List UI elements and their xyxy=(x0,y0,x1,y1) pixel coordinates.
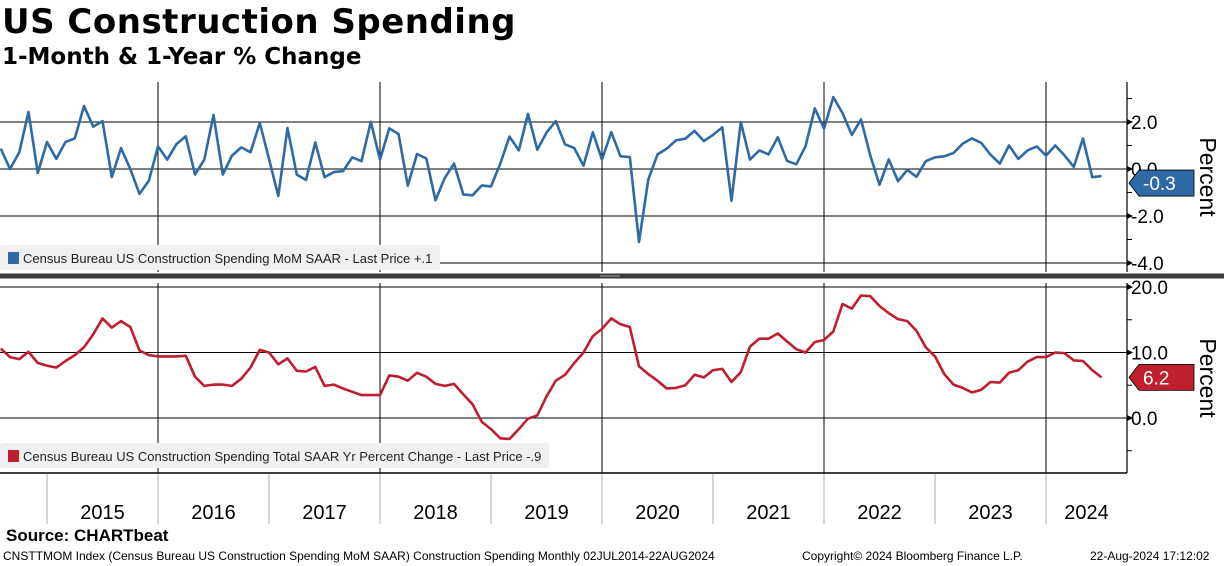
y-tick-label: 10.0 xyxy=(1131,344,1168,365)
y-tick-label: -4.0 xyxy=(1131,254,1164,275)
footer-description: CNSTTMOM Index (Census Bureau US Constru… xyxy=(3,549,715,563)
legend-mom: Census Bureau US Construction Spending M… xyxy=(0,245,441,270)
x-tick-label: 2020 xyxy=(635,502,680,524)
x-tick-label: 2019 xyxy=(524,502,569,524)
footer-copyright: Copyright© 2024 Bloomberg Finance L.P. xyxy=(802,549,1023,563)
chart-title: US Construction Spending xyxy=(2,2,516,42)
y-tick-label: -2.0 xyxy=(1131,207,1164,228)
x-tick-label: 2023 xyxy=(968,502,1013,524)
x-tick-label: 2022 xyxy=(857,502,902,524)
x-tick-label: 2015 xyxy=(80,502,125,524)
x-tick-label: 2017 xyxy=(302,502,347,524)
legend-label-yoy: Census Bureau US Construction Spending T… xyxy=(23,449,542,464)
y-axis-title: Percent xyxy=(1195,338,1221,418)
legend-swatch-mom xyxy=(8,252,19,264)
x-tick-label: 2018 xyxy=(413,502,458,524)
x-tick-label: 2024 xyxy=(1064,502,1109,524)
x-tick-label: 2021 xyxy=(746,502,791,524)
y-tick-label: 20.0 xyxy=(1131,278,1168,299)
last-value-tag xyxy=(1128,363,1195,391)
y-tick-label: 2.0 xyxy=(1131,113,1157,134)
legend-yoy: Census Bureau US Construction Spending T… xyxy=(0,443,550,468)
y-tick-label: 0.0 xyxy=(1131,409,1157,430)
legend-label-mom: Census Bureau US Construction Spending M… xyxy=(23,251,433,266)
series-line-mom xyxy=(0,95,1102,244)
footer-timestamp: 22-Aug-2024 17:12:02 xyxy=(1090,549,1210,563)
series-line-yoy xyxy=(0,294,1103,441)
last-value-label: -0.3 xyxy=(1143,174,1176,195)
x-tick-label: 2016 xyxy=(191,502,236,524)
last-value-label: 6.2 xyxy=(1143,368,1169,389)
y-axis-title: Percent xyxy=(1195,137,1221,217)
last-value-tag xyxy=(1128,169,1195,197)
legend-swatch-yoy xyxy=(8,450,19,462)
source-label: Source: CHARTbeat xyxy=(6,526,169,545)
chart-subtitle: 1-Month & 1-Year % Change xyxy=(2,44,362,70)
